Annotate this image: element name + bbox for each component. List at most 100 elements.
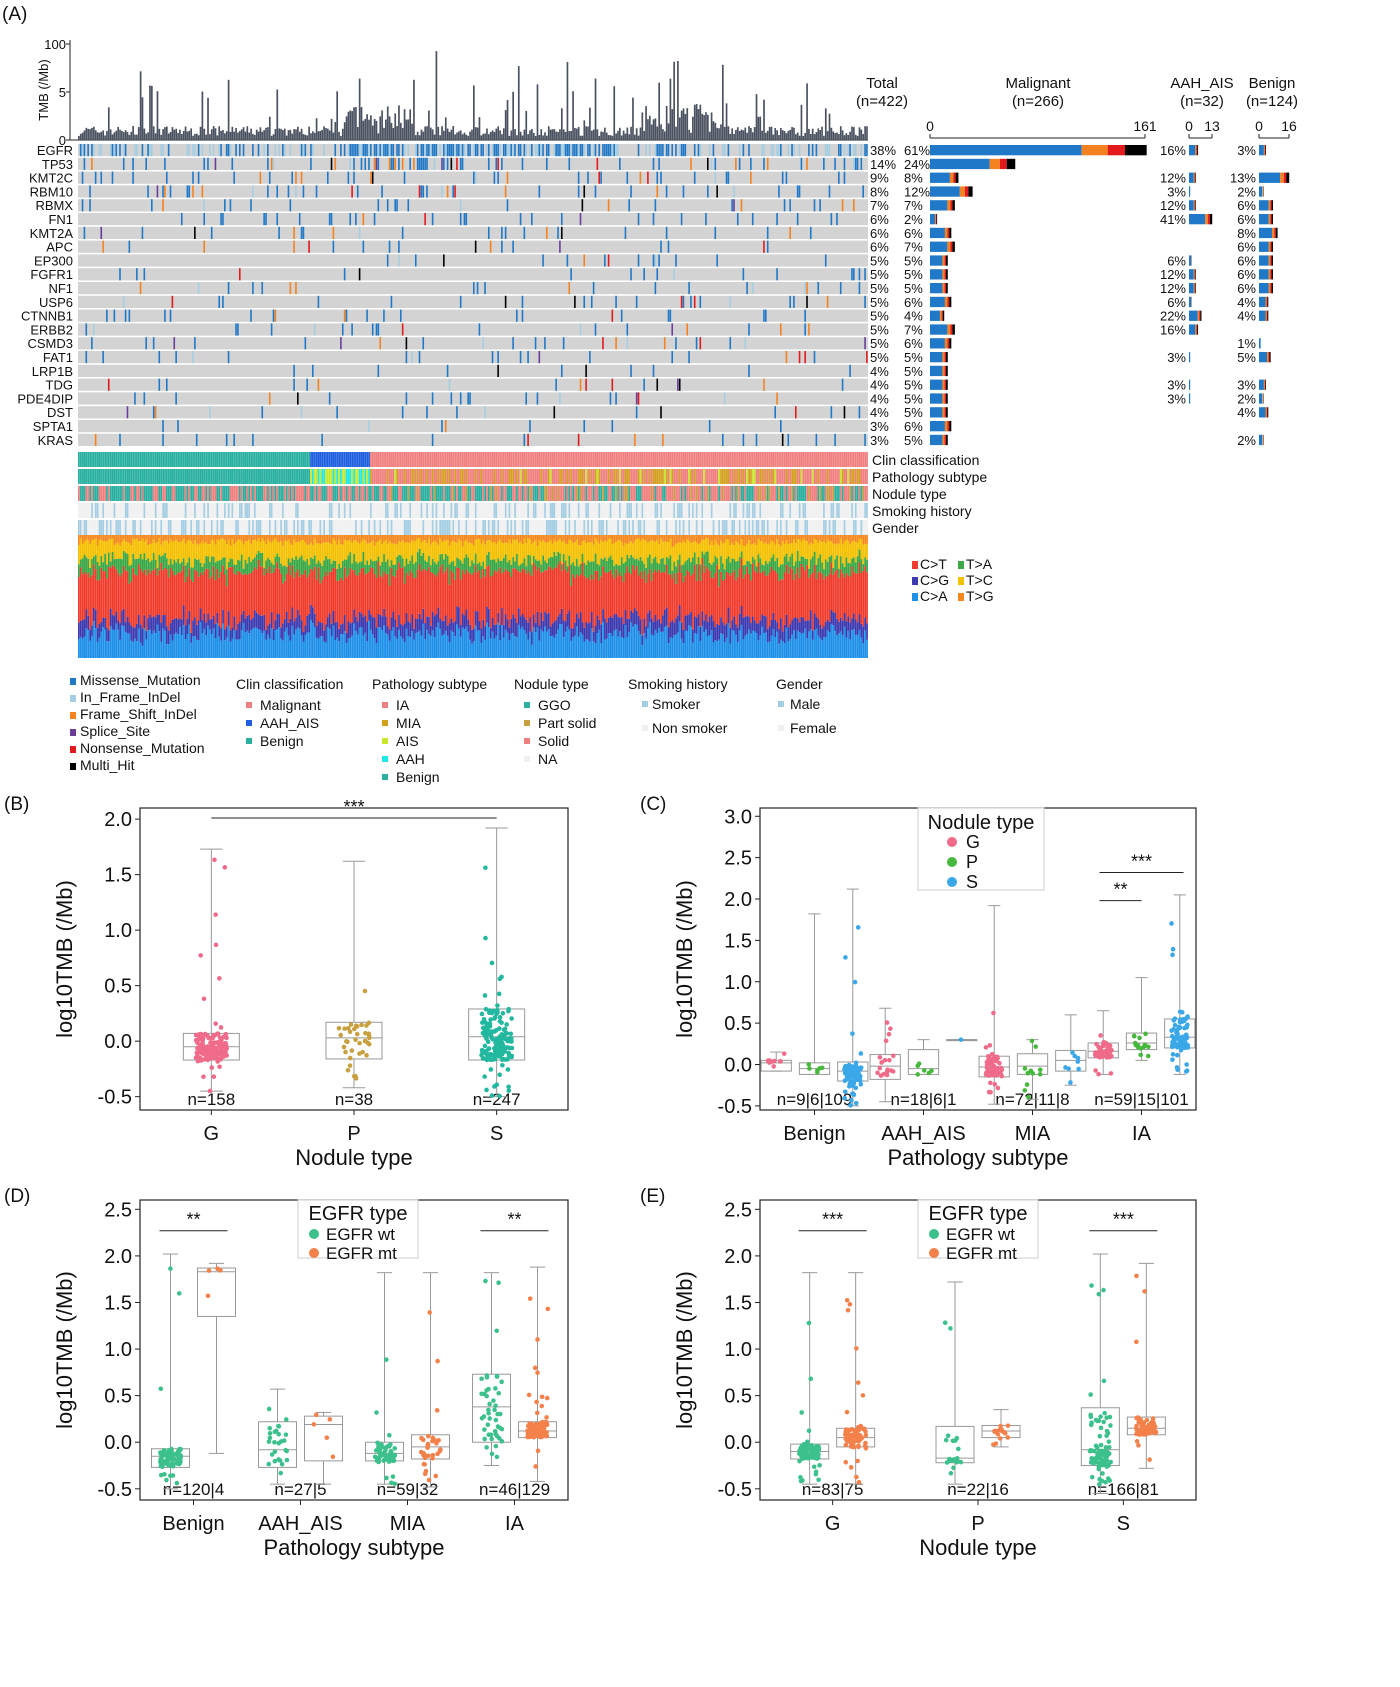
smoking-track [411,503,414,518]
gender-track [484,520,487,535]
clin-track [557,452,560,467]
tmb-bar [796,132,799,140]
tmb-bar [418,135,421,140]
smoking-track [429,503,432,518]
smoking-track [444,503,447,518]
mutation-cell [375,323,378,336]
tmb-bar [456,132,458,140]
gender-track [731,520,734,535]
smoking-track [738,503,741,518]
pathology-track [330,469,333,484]
smoking-track [768,503,771,518]
clin-track [205,452,208,467]
spectrum-segment [194,617,196,637]
spectrum-segment [117,573,120,621]
gender-track [259,520,262,535]
mutation-cell [815,144,818,157]
nodule-track [263,486,266,501]
clin-track [276,452,279,467]
spectrum-segment [293,577,296,622]
mutation-cell [839,144,842,157]
mutation-cell [482,337,484,350]
spectrum-segment [484,576,487,627]
tmb-bar [459,130,462,140]
mutation-cell [91,157,93,170]
spectrum-segment [238,535,241,540]
clin-track [667,452,670,467]
spectrum-segment [149,573,151,615]
benign-bar [1270,255,1272,266]
total-pct: 5% [870,322,889,337]
clin-track [291,452,294,467]
mutation-cell [714,226,717,239]
spectrum-segment [182,558,185,566]
mutation-cell [276,185,279,198]
spectrum-segment [381,561,384,578]
spectrum-segment [428,535,430,539]
tmb-bar [454,134,456,140]
smoking-track [356,503,359,518]
mutation-cell [422,157,425,170]
smoking-track [242,503,245,518]
pathology-track [323,469,326,484]
nodule-track [802,486,805,501]
mutation-cell [85,351,88,364]
tmb-bar [654,118,657,140]
clin-track [261,452,264,467]
clin-track [866,452,868,467]
nodule-track [682,486,685,501]
mutation-cell [579,213,582,226]
nodule-track [478,486,481,501]
tmb-bar [491,130,494,140]
spectrum-segment [220,559,223,572]
clin-track [177,452,179,467]
mutation-cell [409,157,411,170]
spectrum-segment [141,645,144,658]
spectrum-segment [151,633,153,658]
pathology-track [740,469,743,484]
pathology-track [278,469,281,484]
spectrum-segment [113,615,116,630]
pathology-track [98,469,101,484]
mutation-cell [265,213,267,226]
nodule-track [312,486,314,501]
pathology-track [433,469,436,484]
spectrum-segment [304,569,307,626]
nodule-track [677,486,679,501]
nodule-track [96,486,99,501]
spectrum-segment [413,639,415,658]
spectrum-segment [343,539,346,560]
nodule-track [708,486,711,501]
gender-track [705,520,707,535]
oncoprint-row [78,378,868,391]
smoking-track [340,503,342,518]
pathology-track [748,469,750,484]
mutation-cell [482,144,484,157]
spectrum-segment [253,535,256,540]
oncoprint-row [78,213,868,226]
gender-track [654,520,657,535]
pathology-track [175,469,178,484]
nodule-track [605,486,608,501]
spectrum-segment [386,626,389,635]
smoking-track [626,503,629,518]
spectrum-segment [184,565,187,583]
clin-track [695,452,698,467]
smoking-track [92,503,95,518]
spectrum-segment [371,617,374,635]
mutation-cell [446,144,449,157]
mutation-cell [864,144,866,157]
malignant-bar [930,255,943,266]
clin-track [278,452,281,467]
nodule-track [173,486,176,501]
pathology-track [231,469,234,484]
mutation-cell [364,157,367,170]
spectrum-segment [323,576,326,631]
clin-track [124,452,127,467]
spectrum-segment [126,616,129,634]
smoking-track [177,503,179,518]
benign-pct: 4% [1237,405,1256,420]
spectrum-segment [291,557,294,566]
tmb-bar [130,131,133,140]
nodule-track [484,486,487,501]
